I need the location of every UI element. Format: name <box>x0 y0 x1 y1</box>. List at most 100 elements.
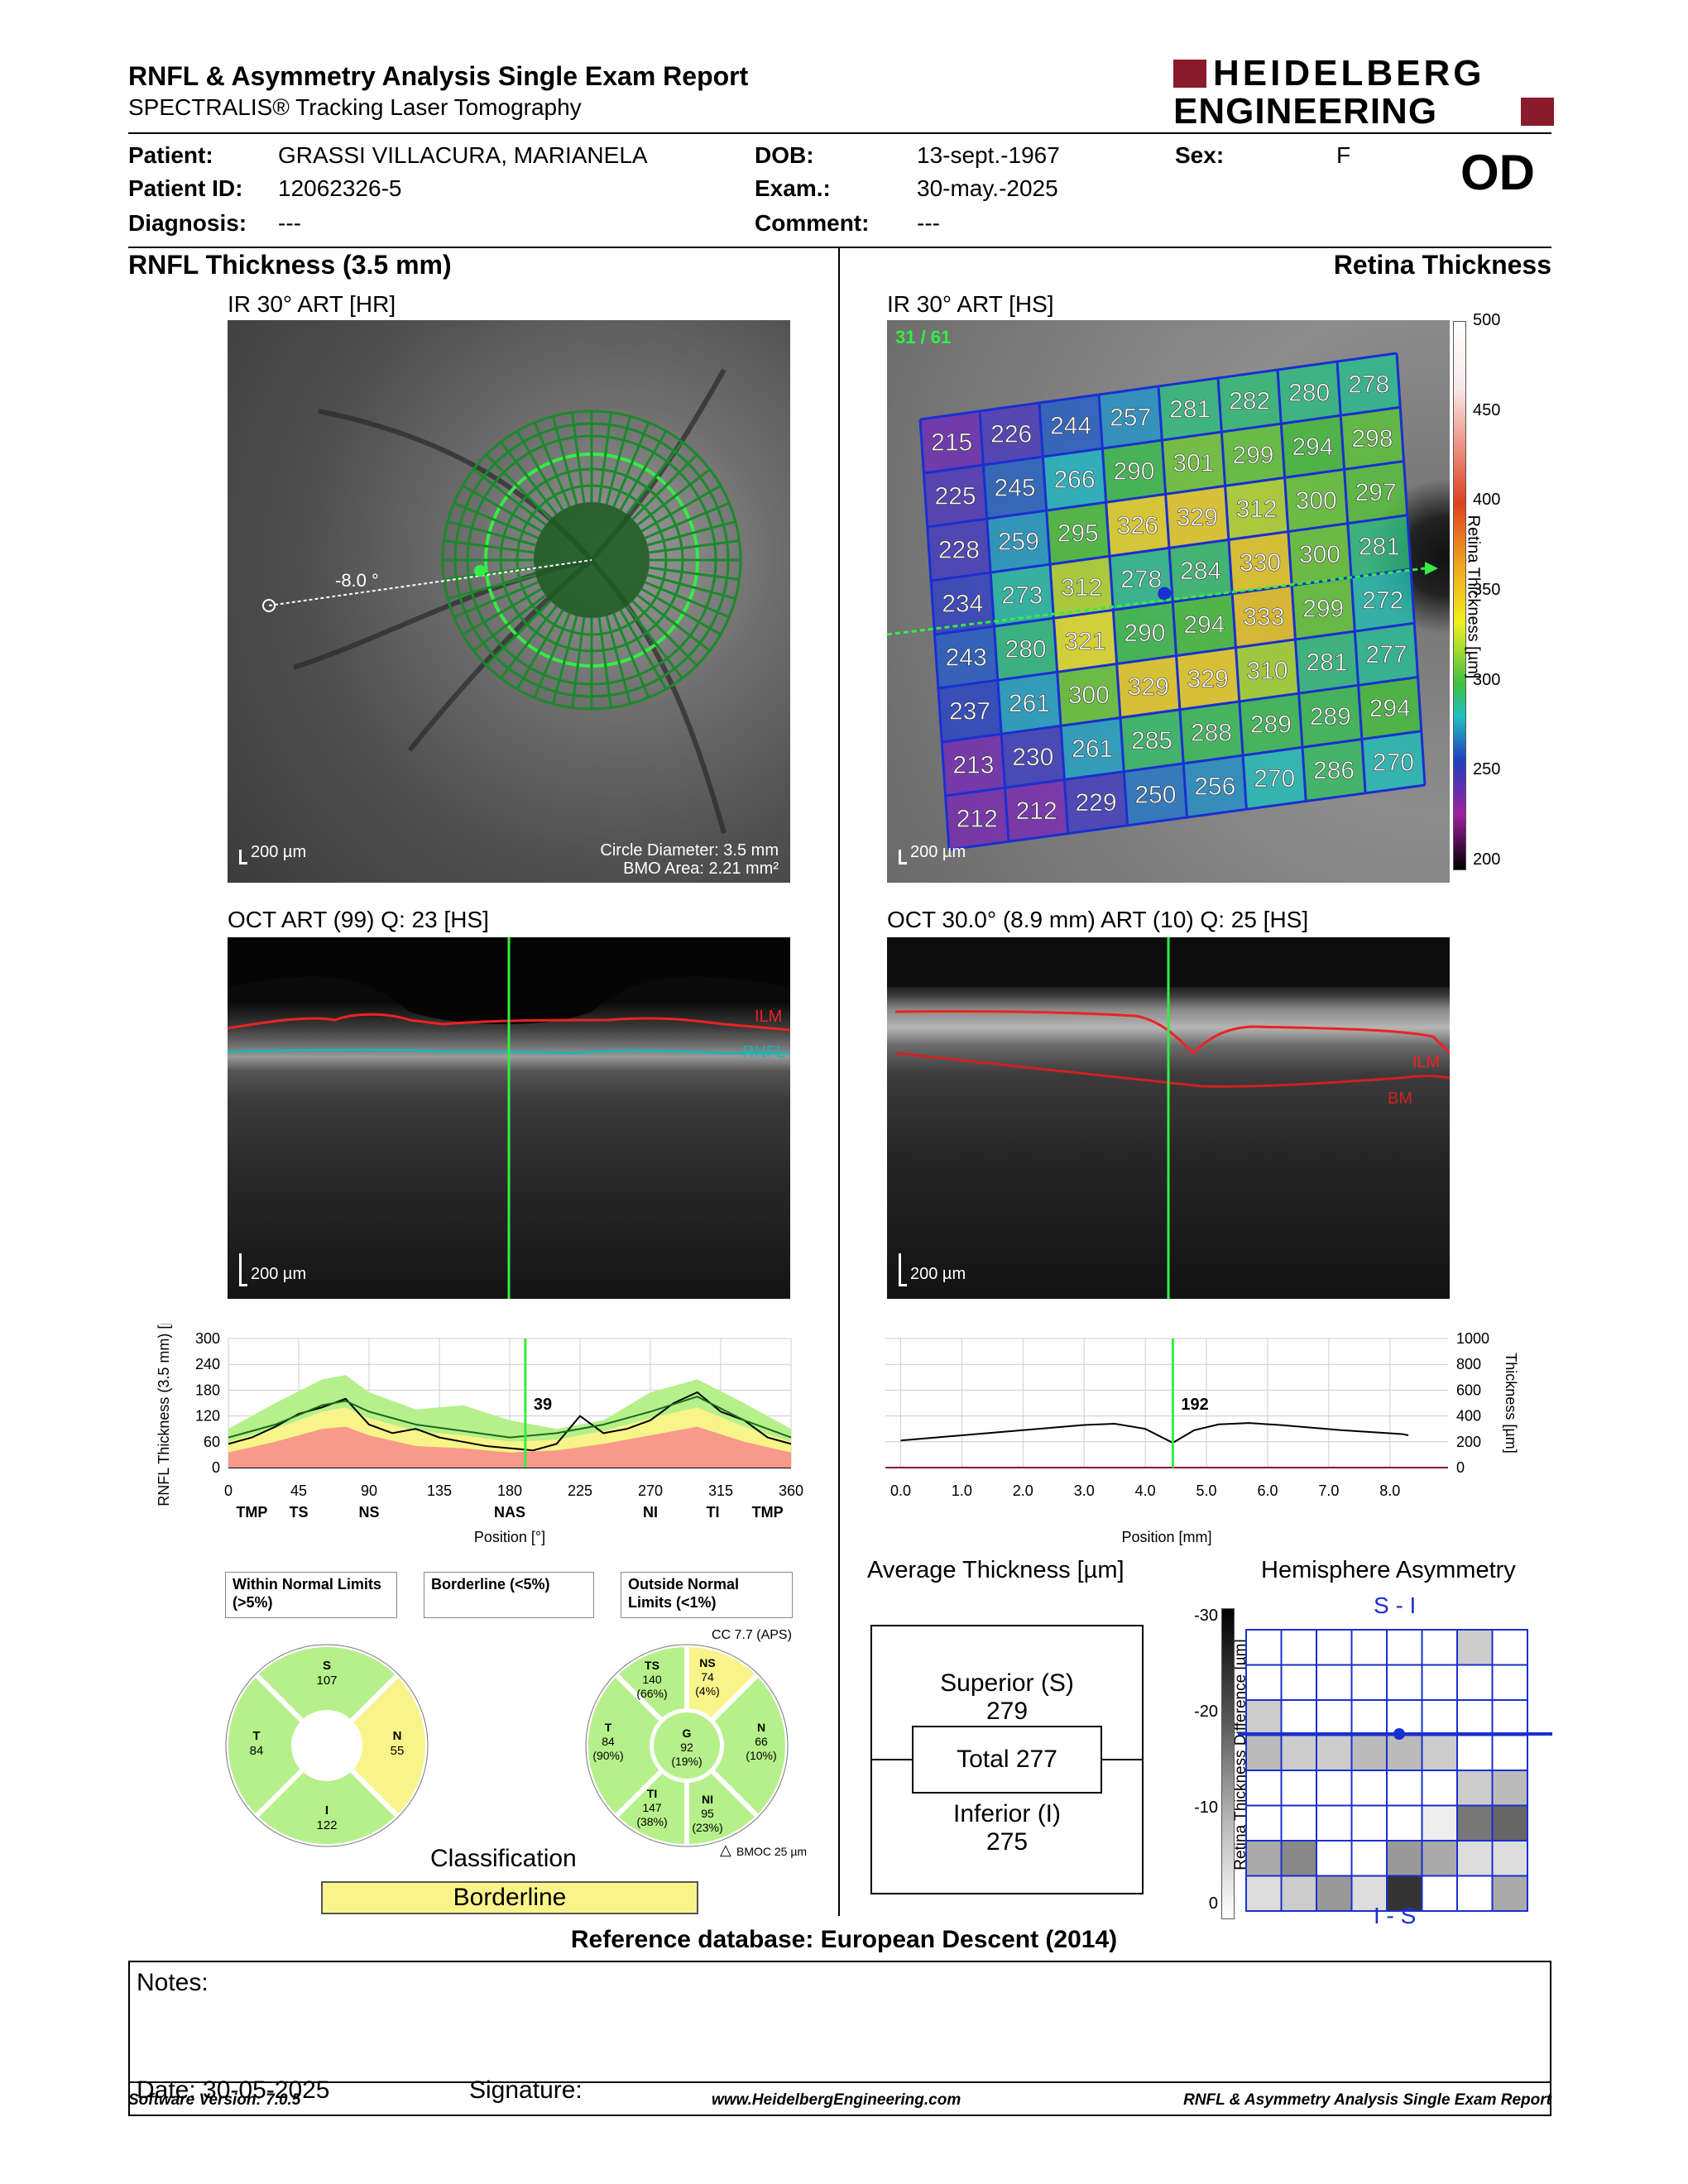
asymmetry-cell <box>1456 1664 1494 1701</box>
sector-4-value: 107 <box>316 1674 337 1688</box>
logo-block-bottom <box>1521 98 1554 126</box>
circle-scan-spoke <box>533 613 571 698</box>
retina-thickness-chart: 1000 800 600 400 200 0 0.0 1.0 2.0 3.0 4.0 5.0 6.0 7.… <box>885 1330 1519 1545</box>
logo-line1: HEIDELBERG <box>1213 53 1485 93</box>
colorbar-ticks: 500 450 400 350 300 250 200 <box>1473 311 1523 884</box>
circle-scan-spoke <box>612 422 650 507</box>
colorbar-tick: 450 <box>1473 400 1501 419</box>
band-outside-normal <box>228 1426 791 1468</box>
grid-value: 278 <box>1120 566 1162 593</box>
asymmetry-cell <box>1280 1664 1317 1701</box>
asymmetry-cell <box>1245 1804 1283 1842</box>
heat-cell <box>1278 362 1341 424</box>
asymmetry-cell <box>1316 1664 1353 1701</box>
ir-bmo-area: BMO Area: 2.21 mm² <box>623 860 779 878</box>
oct-left-overlay <box>228 937 790 1299</box>
sector-6-center <box>654 1712 720 1779</box>
heat-cell <box>1281 415 1345 478</box>
y-tick-label: 400 <box>1456 1408 1481 1425</box>
delta-icon: △ <box>720 1842 731 1858</box>
logo-line2: ENGINEERING <box>1173 91 1438 132</box>
grid-value: 234 <box>942 591 983 618</box>
heat-cell <box>1295 631 1359 694</box>
heat-cell <box>1043 448 1106 511</box>
circle-scan-spoke <box>447 573 536 601</box>
grid-value: 273 <box>1001 582 1043 610</box>
asymmetry-tick: -30 <box>1194 1607 1218 1625</box>
grid-value: 266 <box>1053 467 1095 494</box>
ir-right-scale-bar-icon <box>899 850 907 864</box>
grid-value: 250 <box>1134 781 1176 808</box>
x-tick-label: 225 <box>568 1482 592 1499</box>
asymmetry-fovea-marker <box>1393 1728 1405 1740</box>
logo-block-top <box>1173 60 1206 88</box>
circle-scan-spoke <box>444 539 535 554</box>
dob-value: 13-sept.-1967 <box>917 142 1060 168</box>
circle-scan-spoke <box>647 520 736 547</box>
grid-value: 230 <box>1012 744 1053 771</box>
grid-value: 290 <box>1124 620 1165 647</box>
asymmetry-cell <box>1456 1770 1494 1807</box>
heat-cell <box>920 411 984 473</box>
sector-6-value: 66 <box>755 1735 768 1748</box>
asymmetry-cell <box>1456 1804 1494 1842</box>
series-line <box>228 1396 792 1439</box>
heat-cell <box>1361 730 1425 793</box>
grid-value: 272 <box>1362 587 1403 615</box>
sector-4-label: S <box>323 1659 331 1673</box>
series-line <box>228 1391 792 1452</box>
oct-right-ilm-label: ILM <box>1412 1053 1441 1071</box>
grid-value: 226 <box>990 421 1032 448</box>
asymmetry-cell <box>1421 1664 1458 1701</box>
grid-value: 329 <box>1177 504 1218 531</box>
asymmetry-cell <box>1350 1664 1388 1701</box>
sector-6-label: TS <box>645 1659 659 1672</box>
report-title: RNFL & Asymmetry Analysis Single Exam Re… <box>128 61 749 91</box>
grid-value: 329 <box>1187 665 1229 692</box>
box-connector-right <box>1102 1759 1142 1760</box>
heat-cell <box>923 465 987 527</box>
grid-value: 244 <box>1050 413 1091 440</box>
footer-website[interactable]: www.HeidelbergEngineering.com <box>712 2091 961 2109</box>
classification-value: Borderline <box>321 1881 698 1914</box>
grid-value: 213 <box>952 752 994 779</box>
asymmetry-cell <box>1245 1664 1283 1701</box>
oct-right-image: ILM BM 200 µm <box>887 937 1450 1299</box>
grid-value: 256 <box>1194 774 1235 801</box>
grid-value: 312 <box>1061 574 1102 601</box>
sector-6-value: 92 <box>680 1741 693 1754</box>
heat-cell <box>1162 432 1225 495</box>
heat-cell <box>1243 747 1307 810</box>
signature-label[interactable]: Signature: <box>469 2076 583 2104</box>
asymmetry-cell <box>1491 1804 1528 1842</box>
grid-value: 329 <box>1128 673 1169 701</box>
sector-6-value: 95 <box>701 1807 714 1820</box>
scan-arrow-icon <box>1425 562 1438 575</box>
notes-label[interactable]: Notes: <box>137 1969 209 1996</box>
x-tick-label: 5.0 <box>1196 1482 1217 1499</box>
heat-cell <box>1221 424 1285 486</box>
heat-cell <box>1099 386 1163 449</box>
asymmetry-cell <box>1491 1699 1528 1736</box>
heat-cell <box>1235 639 1299 702</box>
heat-cell <box>990 564 1054 627</box>
ir-circle-diameter: Circle Diameter: 3.5 mm <box>600 841 779 860</box>
heat-cell <box>1347 515 1411 577</box>
heat-cell <box>1039 395 1103 457</box>
asymmetry-cell <box>1456 1840 1494 1877</box>
heat-cell <box>1344 461 1407 524</box>
y-tick-label: 300 <box>195 1330 220 1347</box>
x-tick-label: 135 <box>427 1482 452 1499</box>
sector-6-value: 84 <box>602 1735 615 1748</box>
ir-fundus-image: -8.0 ° 200 µm Circle Diameter: 3.5 mm BM… <box>228 320 790 883</box>
asymmetry-cell <box>1386 1629 1423 1666</box>
heat-cell <box>1284 469 1348 532</box>
heat-cell <box>1288 523 1352 586</box>
grid-value: 277 <box>1365 641 1407 668</box>
asymmetry-tick: -20 <box>1194 1703 1218 1721</box>
asymmetry-cell <box>1421 1770 1458 1807</box>
asymmetry-cell <box>1245 1629 1283 1666</box>
asymmetry-cell <box>1386 1840 1423 1877</box>
sector-6-value: 147 <box>642 1801 662 1814</box>
grid-line <box>948 783 1426 851</box>
